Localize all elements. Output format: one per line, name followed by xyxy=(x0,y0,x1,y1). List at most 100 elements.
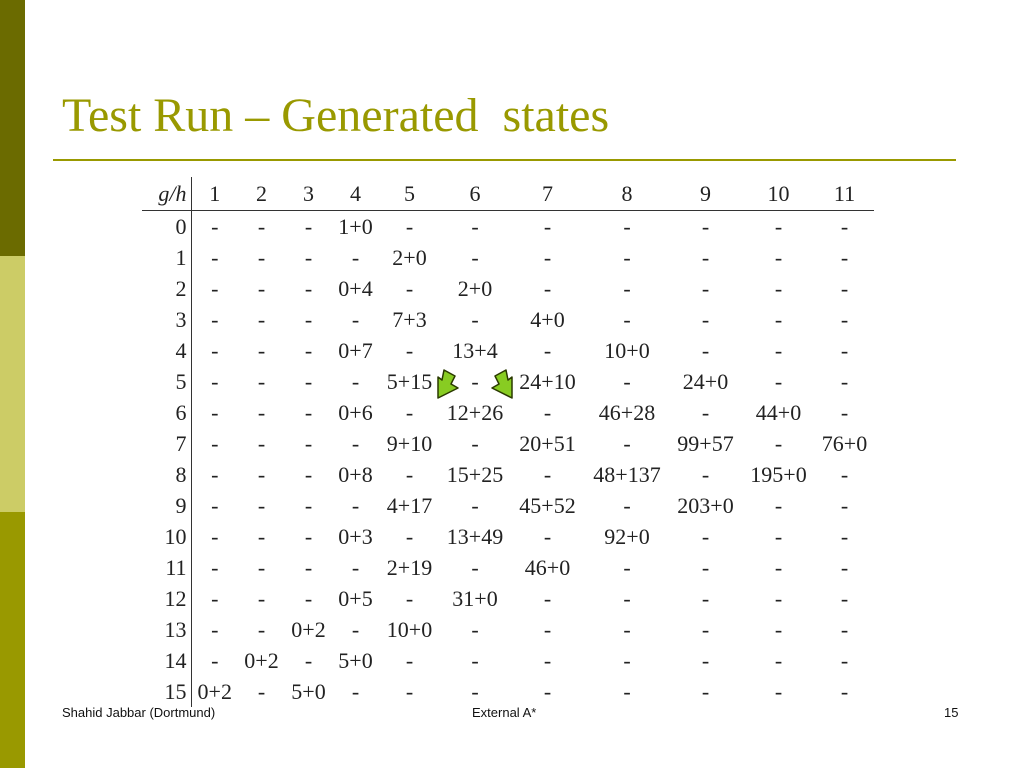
table-cell: - xyxy=(471,213,479,239)
table-cell: 0+7 xyxy=(338,337,373,363)
table-cell: - xyxy=(623,492,631,518)
table-cell: - xyxy=(774,616,783,642)
table-cell: 45+52 xyxy=(519,492,576,518)
table-row: 11- - - -2+19-46+0- - - - xyxy=(142,552,874,583)
table-cell: 0+2 xyxy=(197,678,232,704)
table-cell: - xyxy=(774,678,783,704)
table-cell: - xyxy=(304,554,313,580)
green-arrow-icon xyxy=(437,369,459,399)
row-header: 13 xyxy=(142,614,192,645)
row-header: 6 xyxy=(142,397,192,428)
table-row: 0- - -1+0- - - - - - - xyxy=(142,210,874,242)
table-cell: 31+0 xyxy=(452,585,498,611)
table-cell: - xyxy=(840,399,849,425)
table-cell: - xyxy=(211,306,219,332)
table-cell: - xyxy=(304,244,313,270)
table-cell: - xyxy=(351,554,360,580)
table-cell: - xyxy=(774,430,783,456)
table-cell: 46+28 xyxy=(598,399,656,425)
table-row: 15 0+2-5+0- - - - - - - - xyxy=(142,676,874,707)
table-cell: 0+2 xyxy=(291,616,326,642)
table-cell: - xyxy=(211,430,219,456)
row-header: 9 xyxy=(142,490,192,521)
table-cell: - xyxy=(471,430,479,456)
table-cell: 13+49 xyxy=(446,523,504,549)
table-cell: 0+4 xyxy=(338,275,373,301)
table-cell: - xyxy=(211,213,219,239)
table-cell: - xyxy=(623,430,631,456)
table-cell: - xyxy=(774,306,783,332)
table-cell: - xyxy=(543,523,552,549)
table-cell: 0+3 xyxy=(338,523,373,549)
table-cell: - xyxy=(257,368,266,394)
table-cell: 46+0 xyxy=(524,554,571,580)
table-cell: - xyxy=(405,275,414,301)
table-cell: 5+0 xyxy=(291,678,326,704)
col-header: 1 xyxy=(191,177,238,211)
table-cell: - xyxy=(701,647,710,673)
row-header: 7 xyxy=(142,428,192,459)
table-cell: - xyxy=(211,399,219,425)
table-cell: - xyxy=(623,306,631,332)
table-cell: - xyxy=(304,585,313,611)
row-header: 8 xyxy=(142,459,192,490)
footer-page-number: 15 xyxy=(944,705,959,720)
row-header: 2 xyxy=(142,273,192,304)
table-cell: 12+26 xyxy=(446,399,504,425)
table-cell: - xyxy=(304,275,313,301)
row-header: 3 xyxy=(142,304,192,335)
table-cell: - xyxy=(471,647,479,673)
row-header: 0 xyxy=(142,210,192,242)
table-cell: - xyxy=(257,244,266,270)
table-cell: - xyxy=(211,523,219,549)
footer-author: Shahid Jabbar (Dortmund) xyxy=(62,705,216,720)
table-cell: 0+8 xyxy=(338,461,373,487)
table-cell: - xyxy=(471,492,479,518)
col-header: 11 xyxy=(815,177,874,211)
table-cell: - xyxy=(211,368,219,394)
table-body: 0- - -1+0- - - - - - -1- - - -2+0- - - - - -2- - -0+4-2+0-… xyxy=(142,210,874,707)
table-cell: - xyxy=(701,461,710,487)
col-header: 4 xyxy=(332,177,379,211)
table-cell: - xyxy=(304,213,313,239)
table-cell: - xyxy=(701,337,710,363)
table-cell: - xyxy=(774,647,783,673)
table-cell: - xyxy=(405,399,414,425)
table-cell: - xyxy=(774,523,783,549)
table-cell: - xyxy=(211,244,219,270)
table-cell: - xyxy=(543,461,552,487)
row-header: 4 xyxy=(142,335,192,366)
table-cell: 2+0 xyxy=(392,244,427,270)
table-cell: - xyxy=(543,585,552,611)
table-cell: - xyxy=(840,337,849,363)
table-cell: - xyxy=(257,213,266,239)
table-cell: - xyxy=(774,585,783,611)
table-cell: - xyxy=(471,306,479,332)
table-cell: - xyxy=(701,399,710,425)
col-header: 9 xyxy=(669,177,742,211)
table-cell: - xyxy=(304,399,313,425)
table-cell: - xyxy=(211,616,219,642)
table-row: 12- - -0+5-31+0- - - - - xyxy=(142,583,874,614)
row-header: 12 xyxy=(142,583,192,614)
table-cell: - xyxy=(211,647,219,673)
table-row: 6- - -0+6-12+26-46+28-44+0- xyxy=(142,397,874,428)
table-cell: - xyxy=(471,678,479,704)
table-cell: 15+25 xyxy=(446,461,504,487)
table-cell: 195+0 xyxy=(750,461,807,487)
col-header: 5 xyxy=(379,177,440,211)
table-cell: - xyxy=(304,306,313,332)
table-cell: - xyxy=(543,275,552,301)
table-row: 9- - - -4+17-45+52-203+0- - xyxy=(142,490,874,521)
title-underline xyxy=(53,159,956,161)
table-cell: - xyxy=(774,492,783,518)
table-cell: - xyxy=(351,616,360,642)
table-cell: - xyxy=(405,585,414,611)
arrow-shape xyxy=(491,369,513,399)
sidebar-band-middle xyxy=(0,256,25,512)
table-cell: 1+0 xyxy=(338,213,373,239)
green-arrow-icon xyxy=(491,369,513,399)
table-cell: - xyxy=(211,492,219,518)
table-cell: - xyxy=(405,678,414,704)
table-cell: - xyxy=(471,244,479,270)
